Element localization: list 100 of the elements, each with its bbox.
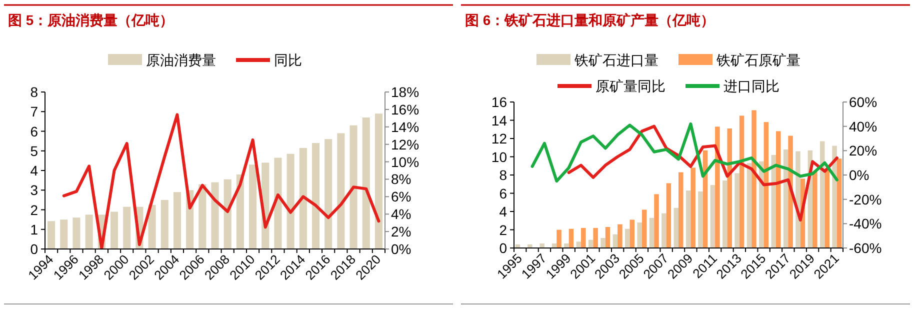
bar <box>686 190 691 248</box>
y-tick-label: 8 <box>499 167 508 183</box>
bar <box>556 230 562 248</box>
bar <box>836 158 842 248</box>
y-tick-label: 7 <box>30 104 38 120</box>
bar <box>746 163 752 248</box>
y2-tick-label: 4% <box>391 206 412 222</box>
y-tick-label: 0 <box>499 240 508 256</box>
y-tick-label: 4 <box>30 162 38 178</box>
bar <box>642 210 647 248</box>
bar <box>173 192 181 249</box>
bar <box>337 133 345 249</box>
bar <box>771 154 776 248</box>
y2-tick-label: 0% <box>849 167 870 183</box>
y2-tick-label: 40% <box>849 118 878 134</box>
bar <box>211 182 219 249</box>
bar <box>722 180 728 248</box>
chart-title: 图 6：铁矿石进口量和原矿产量（亿吨） <box>465 12 715 28</box>
y2-tick-label: 8% <box>391 171 412 188</box>
bar <box>564 243 569 248</box>
bar <box>710 185 716 248</box>
bar <box>630 220 635 248</box>
bar <box>299 148 307 249</box>
y2-tick-label: 20% <box>849 142 878 159</box>
y-tick-label: 3 <box>30 182 38 198</box>
bar <box>224 179 232 249</box>
legend-label: 铁矿石原矿量 <box>716 52 800 68</box>
bar <box>752 110 756 248</box>
bar <box>568 228 574 248</box>
y-tick-label: 4 <box>499 204 508 220</box>
bar <box>734 173 740 248</box>
y-tick-label: 2 <box>30 202 38 218</box>
bar <box>362 118 370 249</box>
y-tick-label: 5 <box>30 142 38 159</box>
bar <box>60 220 68 249</box>
y2-tick-label: -40% <box>849 216 882 232</box>
bar <box>662 213 666 248</box>
bar <box>715 126 720 248</box>
line-series <box>62 113 380 250</box>
bar <box>48 221 56 249</box>
y-tick-label: 12 <box>491 130 508 146</box>
y2-tick-label: 0% <box>391 241 412 257</box>
bar <box>637 222 642 248</box>
y-tick-label: 2 <box>499 222 508 238</box>
legend-label: 同比 <box>274 52 302 68</box>
bar <box>350 125 358 249</box>
y2-tick-label: 16% <box>391 101 420 118</box>
bar <box>72 218 80 249</box>
bar <box>374 114 382 249</box>
bar <box>148 204 156 249</box>
bar <box>123 206 131 249</box>
y-tick-label: 1 <box>30 221 38 238</box>
legend-label: 原油消费量 <box>146 52 216 68</box>
bar <box>654 194 659 248</box>
bar <box>618 224 622 248</box>
bar <box>605 227 610 248</box>
bar <box>812 171 818 248</box>
chart-title: 图 5：原油消费量（亿吨） <box>8 12 174 28</box>
bar <box>690 168 696 248</box>
y2-tick-label: -60% <box>849 240 882 256</box>
bar <box>581 228 586 248</box>
bar <box>324 139 332 249</box>
y2-tick-label: 12% <box>391 136 420 152</box>
y-tick-label: 6 <box>30 123 38 140</box>
bar <box>612 234 618 248</box>
y2-tick-label: 10% <box>391 154 420 170</box>
bar <box>198 184 206 249</box>
bar <box>312 143 320 249</box>
legend-label: 进口同比 <box>724 78 780 94</box>
bar <box>649 218 654 248</box>
y2-tick-label: 6% <box>391 188 412 205</box>
bar <box>698 191 703 248</box>
bar <box>727 128 732 248</box>
legend-label: 铁矿石进口量 <box>574 52 658 68</box>
y-tick-label: 14 <box>491 112 508 128</box>
bar <box>274 158 282 249</box>
legend-label: 原矿量同比 <box>596 78 666 94</box>
y-tick-label: 16 <box>491 94 508 110</box>
bar <box>678 172 684 248</box>
y-tick-label: 6 <box>499 185 508 202</box>
line-series <box>567 124 838 222</box>
y2-tick-label: 2% <box>391 224 412 240</box>
bar <box>85 214 93 249</box>
bar <box>832 146 837 248</box>
y2-tick-label: -20% <box>849 191 882 208</box>
bar <box>593 228 598 248</box>
y-tick-label: 10 <box>491 148 508 165</box>
bar <box>160 200 168 249</box>
y-tick-label: 8 <box>30 84 38 100</box>
bar <box>110 212 118 249</box>
bar <box>600 238 606 248</box>
bar <box>249 164 257 249</box>
bar <box>540 243 544 248</box>
bar <box>739 116 744 248</box>
y2-tick-label: 18% <box>391 84 420 100</box>
y2-tick-label: 14% <box>391 118 420 135</box>
y-tick-label: 0 <box>30 241 38 257</box>
y2-tick-label: 60% <box>849 94 878 110</box>
bar <box>666 183 672 248</box>
bar <box>674 208 678 248</box>
